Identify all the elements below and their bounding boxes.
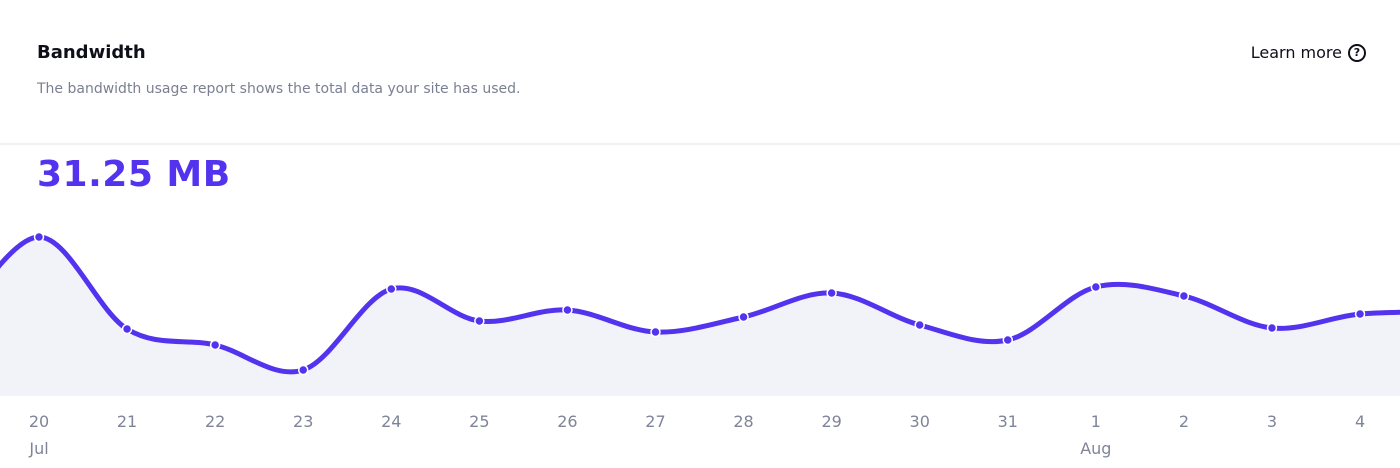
page-title: Bandwidth (37, 42, 146, 63)
x-tick-label: 2 (1179, 412, 1189, 431)
x-tick-label: 31 (998, 412, 1018, 431)
x-tick-label: 21 (117, 412, 137, 431)
data-point (562, 304, 573, 316)
month-label: Jul (28, 439, 48, 458)
x-tick-label: 24 (381, 412, 401, 431)
x-tick-label: 25 (469, 412, 489, 431)
x-tick-label: 26 (557, 412, 577, 431)
data-point (826, 287, 837, 299)
question-circle-icon: ? (1348, 43, 1366, 62)
data-point (1090, 281, 1102, 293)
data-point (1354, 308, 1366, 320)
x-tick-label: 29 (821, 412, 841, 431)
x-tick-label: 30 (910, 412, 930, 431)
divider (0, 143, 1400, 145)
x-tick-label: 4 (1355, 412, 1365, 431)
x-tick-label: 3 (1267, 412, 1277, 431)
x-tick-label: 28 (733, 412, 753, 431)
area-fill (0, 236, 1400, 396)
data-point (1002, 334, 1014, 346)
x-tick-label: 20 (29, 412, 49, 431)
learn-more-link[interactable]: Learn more ? (1251, 43, 1366, 62)
data-point (1266, 322, 1278, 334)
data-point (914, 319, 925, 331)
data-point (738, 311, 749, 323)
data-point (33, 231, 45, 243)
data-point (1178, 290, 1190, 302)
data-point (650, 326, 661, 338)
x-tick-label: 22 (205, 412, 225, 431)
page-description: The bandwidth usage report shows the tot… (37, 81, 521, 97)
x-tick-label: 1 (1091, 412, 1101, 431)
x-tick-label: 23 (293, 412, 313, 431)
total-bandwidth: 31.25 MB (37, 154, 231, 195)
data-point (386, 283, 397, 295)
data-point (474, 315, 485, 327)
data-point (209, 339, 221, 351)
data-point (297, 364, 309, 376)
learn-more-label: Learn more (1250, 43, 1342, 62)
x-tick-label: 27 (645, 412, 665, 431)
data-point (121, 323, 133, 335)
month-label: Aug (1080, 439, 1111, 458)
